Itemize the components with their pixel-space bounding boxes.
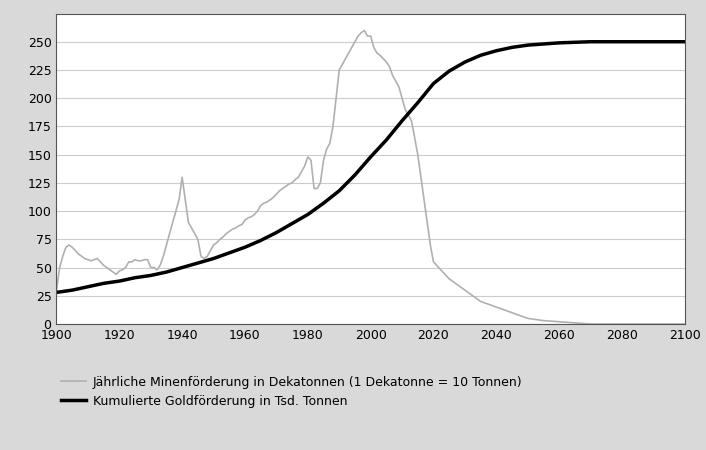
Kumulierte Goldförderung in Tsd. Tonnen (382, 137, 390, 143)
Kumulierte Goldförderung in Tsd. Tonnen (366, 154, 375, 160)
Kumulierte Goldförderung in Tsd. Tonnen (225, 250, 234, 256)
Kumulierte Goldförderung in Tsd. Tonnen (492, 48, 501, 54)
Kumulierte Goldförderung in Tsd. Tonnen (68, 288, 76, 293)
Kumulierte Goldförderung in Tsd. Tonnen (477, 53, 485, 58)
Kumulierte Goldförderung in Tsd. Tonnen (397, 118, 406, 123)
Jährliche Minenförderung in Dekatonnen (1 Dekatonne = 10 Tonnen) (200, 256, 208, 261)
Kumulierte Goldförderung in Tsd. Tonnen (115, 279, 124, 284)
Kumulierte Goldförderung in Tsd. Tonnen (193, 261, 202, 266)
Kumulierte Goldförderung in Tsd. Tonnen (618, 39, 626, 45)
Kumulierte Goldförderung in Tsd. Tonnen (241, 244, 249, 250)
Kumulierte Goldförderung in Tsd. Tonnen (319, 201, 328, 206)
Kumulierte Goldförderung in Tsd. Tonnen (178, 265, 186, 270)
Kumulierte Goldförderung in Tsd. Tonnen (146, 273, 155, 278)
Kumulierte Goldförderung in Tsd. Tonnen (681, 39, 689, 45)
Kumulierte Goldförderung in Tsd. Tonnen (570, 40, 579, 45)
Kumulierte Goldförderung in Tsd. Tonnen (100, 281, 108, 286)
Line: Kumulierte Goldförderung in Tsd. Tonnen: Kumulierte Goldförderung in Tsd. Tonnen (56, 42, 685, 293)
Jährliche Minenförderung in Dekatonnen (1 Dekatonne = 10 Tonnen) (241, 217, 249, 223)
Jährliche Minenförderung in Dekatonnen (1 Dekatonne = 10 Tonnen) (316, 180, 325, 185)
Kumulierte Goldförderung in Tsd. Tonnen (414, 100, 422, 105)
Kumulierte Goldförderung in Tsd. Tonnen (665, 39, 674, 45)
Jährliche Minenförderung in Dekatonnen (1 Dekatonne = 10 Tonnen) (360, 28, 369, 33)
Jährliche Minenförderung in Dekatonnen (1 Dekatonne = 10 Tonnen) (385, 64, 394, 69)
Legend: Jährliche Minenförderung in Dekatonnen (1 Dekatonne = 10 Tonnen), Kumulierte Gol: Jährliche Minenförderung in Dekatonnen (… (56, 371, 527, 413)
Kumulierte Goldförderung in Tsd. Tonnen (523, 42, 532, 48)
Kumulierte Goldförderung in Tsd. Tonnen (83, 284, 92, 289)
Kumulierte Goldförderung in Tsd. Tonnen (131, 275, 139, 280)
Kumulierte Goldförderung in Tsd. Tonnen (555, 40, 563, 45)
Kumulierte Goldförderung in Tsd. Tonnen (649, 39, 657, 45)
Kumulierte Goldförderung in Tsd. Tonnen (272, 230, 280, 235)
Kumulierte Goldförderung in Tsd. Tonnen (209, 256, 217, 261)
Kumulierte Goldförderung in Tsd. Tonnen (162, 270, 171, 275)
Jährliche Minenförderung in Dekatonnen (1 Dekatonne = 10 Tonnen) (209, 242, 217, 248)
Jährliche Minenförderung in Dekatonnen (1 Dekatonne = 10 Tonnen) (681, 321, 689, 327)
Line: Jährliche Minenförderung in Dekatonnen (1 Dekatonne = 10 Tonnen): Jährliche Minenförderung in Dekatonnen (… (56, 31, 685, 324)
Kumulierte Goldförderung in Tsd. Tonnen (445, 68, 453, 74)
Jährliche Minenförderung in Dekatonnen (1 Dekatonne = 10 Tonnen) (586, 321, 594, 327)
Kumulierte Goldförderung in Tsd. Tonnen (52, 290, 61, 295)
Kumulierte Goldförderung in Tsd. Tonnen (586, 39, 594, 45)
Kumulierte Goldförderung in Tsd. Tonnen (256, 238, 265, 243)
Jährliche Minenförderung in Dekatonnen (1 Dekatonne = 10 Tonnen) (52, 288, 61, 293)
Kumulierte Goldförderung in Tsd. Tonnen (335, 188, 343, 194)
Kumulierte Goldförderung in Tsd. Tonnen (508, 45, 516, 50)
Kumulierte Goldförderung in Tsd. Tonnen (429, 81, 438, 86)
Kumulierte Goldförderung in Tsd. Tonnen (602, 39, 611, 45)
Kumulierte Goldförderung in Tsd. Tonnen (633, 39, 642, 45)
Kumulierte Goldförderung in Tsd. Tonnen (288, 221, 297, 226)
Kumulierte Goldförderung in Tsd. Tonnen (539, 41, 548, 47)
Jährliche Minenförderung in Dekatonnen (1 Dekatonne = 10 Tonnen) (112, 272, 121, 277)
Kumulierte Goldförderung in Tsd. Tonnen (460, 59, 469, 65)
Kumulierte Goldförderung in Tsd. Tonnen (304, 212, 312, 217)
Kumulierte Goldförderung in Tsd. Tonnen (351, 172, 359, 178)
